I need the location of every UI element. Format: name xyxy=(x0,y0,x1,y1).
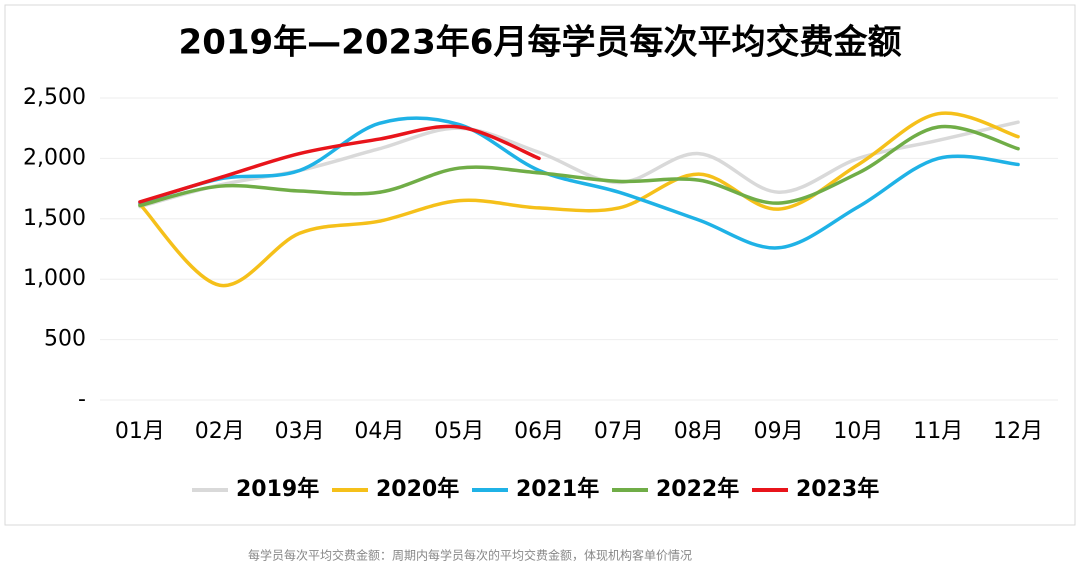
legend-label: 2023年 xyxy=(796,476,879,502)
x-tick-label: 10月 xyxy=(833,419,883,444)
legend-label: 2020年 xyxy=(376,476,459,502)
y-tick-label: 1,500 xyxy=(23,206,86,231)
legend-label: 2022年 xyxy=(656,476,739,502)
chart-title: 2019年—2023年6月每学员每次平均交费金额 xyxy=(179,23,902,63)
chart-frame xyxy=(4,4,1076,526)
y-tick-label: 500 xyxy=(44,327,86,352)
x-tick-label: 05月 xyxy=(434,419,484,444)
x-tick-label: 09月 xyxy=(754,419,804,444)
line xyxy=(138,124,1020,208)
x-tick-label: 06月 xyxy=(514,419,564,444)
line xyxy=(138,124,541,204)
caption: 每学员每次平均交费金额：周期内每学员每次的平均交费金额，体现机构客单价情况 xyxy=(248,548,692,563)
x-tick-label: 08月 xyxy=(674,419,724,444)
y-tick-label: - xyxy=(78,387,86,412)
x-tick-label: 04月 xyxy=(354,419,404,444)
legend-label: 2019年 xyxy=(236,476,319,502)
x-tick-label: 03月 xyxy=(275,419,325,444)
legend-label: 2021年 xyxy=(516,476,599,502)
y-tick-label: 2,000 xyxy=(23,145,86,170)
x-tick-label: 01月 xyxy=(115,419,165,444)
y-tick-label: 2,500 xyxy=(23,85,86,110)
line xyxy=(138,116,1020,250)
line xyxy=(138,111,1020,288)
x-tick-label: 11月 xyxy=(913,419,963,444)
x-tick-label: 07月 xyxy=(594,419,644,444)
x-tick-label: 02月 xyxy=(195,419,245,444)
y-tick-label: 1,000 xyxy=(23,266,86,291)
x-tick-label: 12月 xyxy=(993,419,1043,444)
